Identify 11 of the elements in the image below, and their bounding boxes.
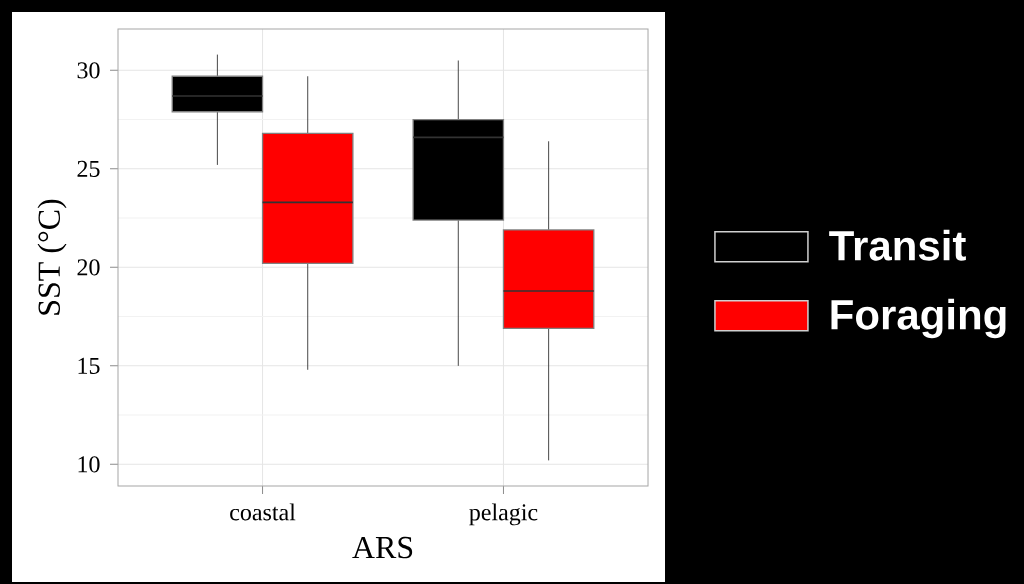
x-tick-label: pelagic: [469, 503, 538, 526]
y-tick-label: 15: [78, 357, 100, 374]
legend-label: Transit: [829, 229, 966, 261]
y-tick-label: 20: [77, 259, 100, 276]
legend-label: Foraging: [831, 298, 1006, 339]
x-tick-label: coastal: [230, 503, 296, 521]
x-axis-title: ARS: [352, 536, 413, 559]
y-tick-label: 25: [77, 160, 100, 177]
y-tick-label: 10: [78, 456, 100, 473]
y-axis-title: SST (°C): [37, 199, 67, 315]
y-tick-label: 30: [77, 62, 100, 79]
